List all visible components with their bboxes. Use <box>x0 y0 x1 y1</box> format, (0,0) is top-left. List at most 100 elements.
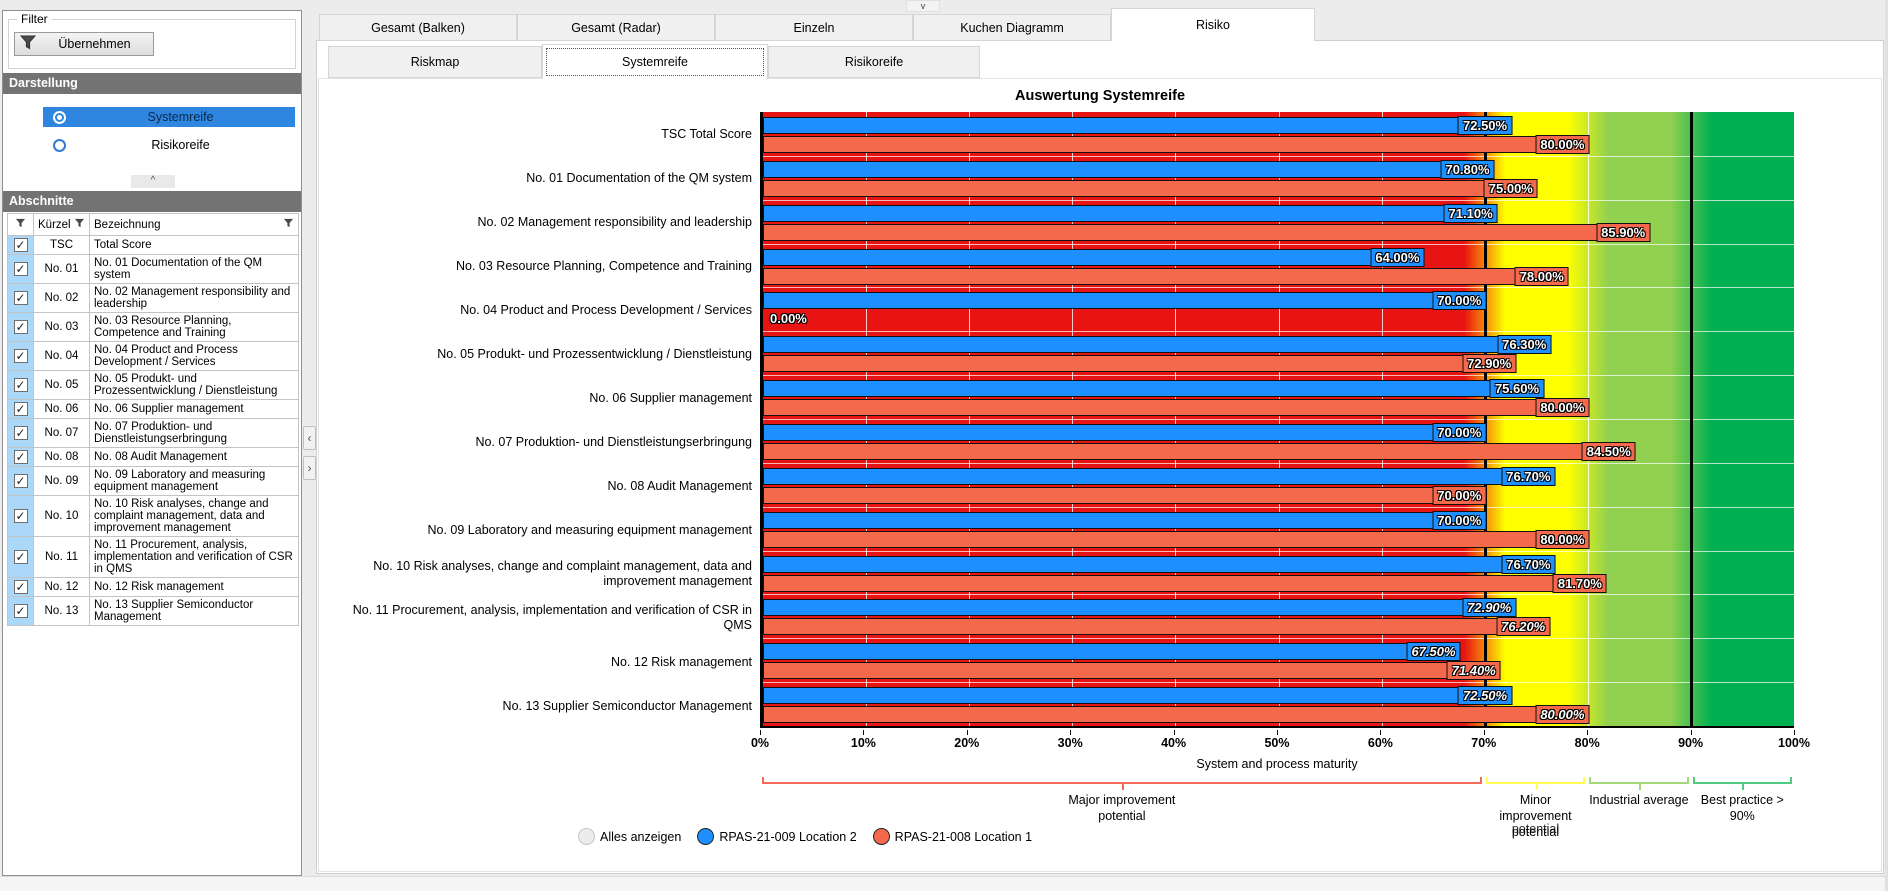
legend-item[interactable]: Alles anzeigen <box>578 828 681 845</box>
checkbox-checked-icon[interactable]: ✓ <box>13 450 28 464</box>
checkbox-checked-icon[interactable]: ✓ <box>13 426 28 440</box>
x-tick-label: 10% <box>850 736 876 750</box>
x-tick-label: 20% <box>954 736 980 750</box>
bar-value-label: 70.00% <box>1432 510 1487 530</box>
bezeichnung-column-header[interactable]: Bezeichnung <box>89 213 299 236</box>
checkbox-checked-icon[interactable]: ✓ <box>13 349 28 363</box>
horizontal-gridline <box>763 550 1794 552</box>
tab-gesamt-balken-[interactable]: Gesamt (Balken) <box>319 14 517 41</box>
chart-row: 70.00% 80.00% <box>763 507 1794 551</box>
row-bezeichnung: Total Score <box>89 235 299 255</box>
apply-filter-button[interactable]: Übernehmen <box>14 32 154 56</box>
horizontal-gridline <box>763 419 1794 420</box>
subtab-riskmap[interactable]: Riskmap <box>328 46 542 78</box>
table-row[interactable]: ✓ No. 08 No. 08 Audit Management <box>7 447 299 467</box>
row-checkbox-cell[interactable]: ✓ <box>7 596 34 626</box>
row-checkbox-cell[interactable]: ✓ <box>7 312 34 342</box>
x-tick-mark <box>1690 730 1692 735</box>
radio-option-systemreife[interactable]: Systemreife <box>43 107 295 127</box>
table-row[interactable]: ✓ No. 03 No. 03 Resource Planning, Compete… <box>7 312 299 342</box>
table-row[interactable]: ✓ No. 10 No. 10 Risk analyses, change and … <box>7 495 299 537</box>
bar-value-label: 75.00% <box>1483 178 1538 198</box>
row-checkbox-cell[interactable]: ✓ <box>7 466 34 496</box>
row-checkbox-cell[interactable]: ✓ <box>7 341 34 371</box>
sidebar-collapse-arrow[interactable]: ^ <box>131 175 175 188</box>
x-tick-mark <box>1380 730 1382 735</box>
tab-gesamt-radar-[interactable]: Gesamt (Radar) <box>517 14 715 41</box>
legend-item[interactable]: RPAS-21-008 Location 1 <box>872 828 1032 845</box>
table-row[interactable]: ✓ No. 01 No. 01 Documentation of the QM sy… <box>7 254 299 284</box>
bar-location1 <box>763 136 1588 153</box>
checkbox-column-header[interactable] <box>7 213 34 236</box>
table-row[interactable]: ✓ No. 12 No. 12 Risk management <box>7 577 299 597</box>
checkbox-checked-icon[interactable]: ✓ <box>13 262 28 276</box>
table-row[interactable]: ✓ No. 06 No. 06 Supplier management <box>7 399 299 419</box>
row-checkbox-cell[interactable]: ✓ <box>7 577 34 597</box>
checkbox-checked-icon[interactable]: ✓ <box>13 291 28 305</box>
checkbox-checked-icon[interactable]: ✓ <box>13 474 28 488</box>
bar-location1 <box>763 223 1649 241</box>
subtab-risikoreife[interactable]: Risikoreife <box>768 46 980 78</box>
splitter-collapse-left-button[interactable]: ‹ <box>303 426 316 450</box>
table-row[interactable]: ✓ No. 11 No. 11 Procurement, analysis, imp… <box>7 536 299 578</box>
panel-collapse-button[interactable]: v <box>906 0 940 12</box>
legend-label: RPAS-21-009 Location 2 <box>719 829 857 844</box>
bar-location2 <box>763 555 1554 573</box>
window-bottom-edge <box>0 876 1888 891</box>
checkbox-checked-icon[interactable]: ✓ <box>13 580 28 594</box>
row-checkbox-cell[interactable]: ✓ <box>7 495 34 537</box>
category-label: No. 11 Procurement, analysis, implementa… <box>352 603 752 632</box>
row-kuerzel: TSC <box>33 235 90 255</box>
row-checkbox-cell[interactable]: ✓ <box>7 235 34 255</box>
chart-row: 72.50% 80.00% <box>763 112 1794 156</box>
checkbox-checked-icon[interactable]: ✓ <box>13 320 28 334</box>
radio-label: Risikoreife <box>151 138 210 152</box>
table-row[interactable]: ✓ No. 04 No. 04 Product and Process Develo… <box>7 341 299 371</box>
legend-item[interactable]: RPAS-21-009 Location 2 <box>697 828 857 845</box>
row-checkbox-cell[interactable]: ✓ <box>7 283 34 313</box>
checkbox-checked-icon[interactable]: ✓ <box>13 604 28 618</box>
row-checkbox-cell[interactable]: ✓ <box>7 418 34 448</box>
checkbox-checked-icon[interactable]: ✓ <box>13 509 28 523</box>
table-row[interactable]: ✓ No. 07 No. 07 Produktion- und Dienstleis… <box>7 418 299 448</box>
checkbox-checked-icon[interactable]: ✓ <box>13 550 28 564</box>
row-checkbox-cell[interactable]: ✓ <box>7 399 34 419</box>
chart-row: 76.70% 70.00% <box>763 463 1794 507</box>
bar-value-label: 76.30% <box>1497 335 1552 355</box>
tab-kuchen-diagramm[interactable]: Kuchen Diagramm <box>913 14 1111 41</box>
checkbox-checked-icon[interactable]: ✓ <box>13 402 28 416</box>
table-row[interactable]: ✓ No. 02 No. 02 Management responsibility … <box>7 283 299 313</box>
bracket-tick <box>1686 777 1689 784</box>
table-row[interactable]: ✓ No. 09 No. 09 Laboratory and measuring e… <box>7 466 299 496</box>
x-tick-mark <box>1173 730 1175 735</box>
horizontal-gridline <box>763 331 1794 333</box>
chart-bar-rows: 72.50% 80.00% 70.80% 75.00% 71.10% 85.90% 64.0… <box>763 112 1794 726</box>
row-checkbox-cell[interactable]: ✓ <box>7 254 34 284</box>
tab-einzeln[interactable]: Einzeln <box>715 14 913 41</box>
row-checkbox-cell[interactable]: ✓ <box>7 370 34 400</box>
row-kuerzel: No. 01 <box>33 254 90 284</box>
row-kuerzel: No. 13 <box>33 596 90 626</box>
table-row[interactable]: ✓ No. 05 No. 05 Produkt- und Prozessentwic… <box>7 370 299 400</box>
subtab-systemreife[interactable]: Systemreife <box>542 44 768 79</box>
table-row[interactable]: ✓ No. 13 No. 13 Supplier Semiconductor Man… <box>7 596 299 626</box>
bar-location2 <box>763 599 1515 617</box>
checkbox-checked-icon[interactable]: ✓ <box>13 378 28 392</box>
row-checkbox-cell[interactable]: ✓ <box>7 536 34 578</box>
threshold-line-70 <box>1483 112 1487 726</box>
row-kuerzel: No. 08 <box>33 447 90 467</box>
chart-plot-area: 72.50% 80.00% 70.80% 75.00% 71.10% 85.90% 64.0… <box>760 112 1794 728</box>
radio-option-risikoreife[interactable]: Risikoreife <box>43 135 295 155</box>
row-kuerzel: No. 07 <box>33 418 90 448</box>
bar-value-label: 70.00% <box>1432 423 1487 443</box>
checkbox-checked-icon[interactable]: ✓ <box>13 238 28 252</box>
bracket-tick <box>762 777 764 784</box>
row-bezeichnung: No. 04 Product and Process Development /… <box>89 341 299 371</box>
category-label: TSC Total Score <box>661 126 752 141</box>
splitter-expand-right-button[interactable]: › <box>303 456 316 480</box>
table-row[interactable]: ✓ TSC Total Score <box>7 235 299 255</box>
tab-risiko[interactable]: Risiko <box>1111 8 1315 41</box>
kuerzel-column-header[interactable]: Kürzel <box>33 213 90 236</box>
horizontal-gridline <box>763 243 1794 245</box>
row-checkbox-cell[interactable]: ✓ <box>7 447 34 467</box>
